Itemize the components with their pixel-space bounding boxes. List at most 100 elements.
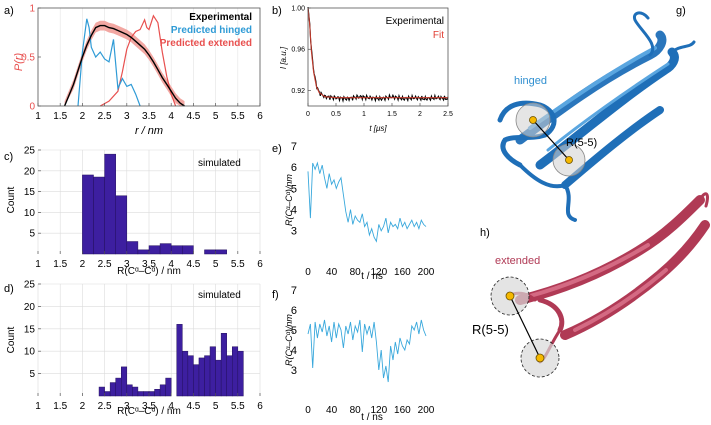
panel-d-bar (132, 386, 139, 397)
panel-a-x-tick-label: 1 (35, 111, 41, 122)
panel-c-y-tick-label: 25 (24, 146, 36, 157)
legend-b-fit: Fit (433, 30, 444, 41)
panel-d-x-tick-label: 4.5 (186, 401, 200, 412)
panel-b-x-tick-label: 1 (362, 111, 366, 118)
panel-e-y-tick-label: 3 (291, 226, 297, 238)
panel-e-series (307, 161, 427, 243)
panel-b-deer-trace: 0 0.5 1 1.5 2 2.5 0.92 0.96 1.00 I [a.u.] t [μs… (279, 5, 453, 133)
panel-c-bar (82, 174, 94, 255)
panel-d-x-tick-label: 5 (213, 401, 219, 412)
extended-distance-line (509, 295, 541, 359)
extended-spin-label-2 (535, 353, 545, 363)
panel-b-y-tick-label: 0.92 (291, 88, 305, 95)
panel-a-x-label: r / nm (135, 125, 163, 137)
panel-c-bar (182, 245, 194, 255)
panel-d-bar (198, 357, 205, 397)
panel-label-e: e) (272, 143, 282, 155)
panel-e-x-label: t / ns (361, 271, 383, 282)
panel-d-x-label: R(Cᵅ–Cᵅ) / nm (117, 406, 181, 417)
panel-e-x-tick-label: 200 (418, 267, 435, 278)
legend-b-experimental: Experimental (386, 16, 444, 27)
legend-experimental: Experimental (189, 12, 252, 23)
panel-c-bar (159, 243, 172, 255)
panel-b-x-label: t [μs] (369, 124, 387, 133)
panel-a-y-tick-label: 0.5 (21, 53, 35, 64)
panel-b-line-experimental (307, 6, 449, 103)
panel-d-bar (193, 364, 200, 397)
panel-g-hinged-structure: hinged R(5-5) (497, 11, 696, 222)
panel-b-x-tick-label: 2 (418, 111, 422, 118)
panel-c-x-label: R(Cᵅ–Cᵅ) / nm (117, 266, 181, 277)
panel-f-x-tick-label: 160 (394, 405, 411, 416)
panel-b-x-tick-label: 0.5 (331, 111, 341, 118)
panel-a-distance-distribution: 1 1.5 2 2.5 3 3.5 4 4.5 5 5.5 6 00.51 P(r) r / nm … (13, 4, 263, 138)
panel-c-bar (137, 249, 150, 255)
panel-b-y-ticks: 0.92 0.96 1.00 (291, 5, 311, 95)
panel-d-y-tick-label: 5 (29, 369, 35, 380)
panel-d-x-tick-label: 4 (168, 401, 174, 412)
panel-e-y-ticks: 3 4 5 6 7 (291, 141, 297, 238)
panel-f-x-tick-label: 120 (370, 405, 387, 416)
panel-label-d: d) (4, 283, 14, 295)
panel-a-x-tick-label: 3.5 (142, 111, 156, 122)
panel-d-bars (98, 324, 244, 397)
panel-c-histogram: 1 1.5 2 2.5 3 3.5 4 4.5 5 5.5 6 5 10 15 20 25 simulate… (6, 146, 263, 278)
panel-f-y-tick-label: 3 (291, 365, 297, 377)
panel-d-bar (232, 346, 239, 397)
panel-b-y-tick-label: 0.96 (291, 47, 305, 54)
panel-h-extended-structure: extended R(5-5) (472, 192, 710, 378)
panel-c-y-tick-label: 15 (24, 187, 36, 198)
panel-f-x-tick-label: 80 (350, 405, 362, 416)
panel-c-bar (93, 176, 105, 255)
panel-f-y-label: R(Cᵅ–Cᵅ)/nm (284, 314, 294, 366)
panel-e-y-tick-label: 7 (291, 141, 297, 153)
panel-a-line-experimental (63, 24, 185, 107)
panel-b-line-fit (307, 7, 448, 99)
panel-b-x-tick-label: 0 (306, 111, 310, 118)
panel-c-annotation: simulated (198, 158, 241, 169)
panel-c-x-ticks: 1 1.5 2 2.5 3 3.5 4 4.5 5 5.5 6 (35, 251, 263, 270)
panel-c-bar (204, 249, 216, 255)
panel-e-x-tick-label: 120 (370, 267, 387, 278)
panel-a-line-hinged (77, 18, 141, 107)
panel-label-b: b) (272, 5, 282, 17)
panel-c-y-label: Count (6, 186, 17, 213)
panel-d-x-tick-label: 2.5 (98, 401, 112, 412)
panel-d-bar (165, 377, 172, 397)
panel-d-bar (187, 355, 194, 397)
panel-d-bar (226, 355, 233, 397)
panel-d-x-tick-label: 2 (80, 401, 86, 412)
panel-a-x-tick-label: 4.5 (186, 111, 200, 122)
panel-c-y-tick-label: 10 (24, 208, 36, 219)
panel-c-x-tick-label: 1 (35, 259, 41, 270)
panel-d-histogram: 1 1.5 2 2.5 3 3.5 4 4.5 5 5.5 6 5 10 15 20 25 simulate… (6, 280, 263, 418)
panel-f-y-tick-label: 7 (291, 285, 297, 297)
panel-f-y-tick-label: 5 (291, 325, 297, 337)
panel-c-bar (115, 195, 128, 255)
legend-predicted-hinged: Predicted hinged (171, 25, 252, 36)
panel-f-series (307, 319, 427, 383)
panel-b-x-ticks: 0 0.5 1 1.5 2 2.5 (306, 103, 453, 118)
panel-e-line-trajectory (307, 161, 427, 243)
hinged-spin-label-2 (565, 156, 573, 164)
panel-d-bar (237, 350, 244, 397)
panel-a-x-tick-label: 2.5 (98, 111, 112, 122)
panel-d-bar (159, 384, 166, 397)
panel-a-y-tick-label: 1 (29, 4, 35, 15)
panel-e-x-ticks: 0 40 80 120 160 200 (305, 267, 435, 278)
panel-a-line-extended (99, 14, 177, 107)
panel-e-x-tick-label: 80 (350, 267, 362, 278)
panel-d-bar (209, 346, 216, 397)
panel-c-bar (215, 249, 227, 255)
panel-c-x-tick-label: 4.5 (186, 259, 200, 270)
panel-c-y-ticks: 5 10 15 20 25 (24, 146, 41, 240)
panel-f-y-ticks: 3 4 5 6 7 (291, 285, 297, 377)
panel-c-x-tick-label: 2.5 (98, 259, 112, 270)
panel-a-x-ticks: 1 1.5 2 2.5 3 3.5 4 4.5 5 5.5 6 (35, 103, 263, 122)
panel-b-x-tick-label: 2.5 (443, 111, 453, 118)
panel-c-bar (104, 153, 116, 255)
hinged-spin-label-1 (529, 116, 537, 124)
panel-e-y-tick-label: 5 (291, 183, 297, 195)
panel-c-y-tick-label: 20 (24, 166, 36, 177)
